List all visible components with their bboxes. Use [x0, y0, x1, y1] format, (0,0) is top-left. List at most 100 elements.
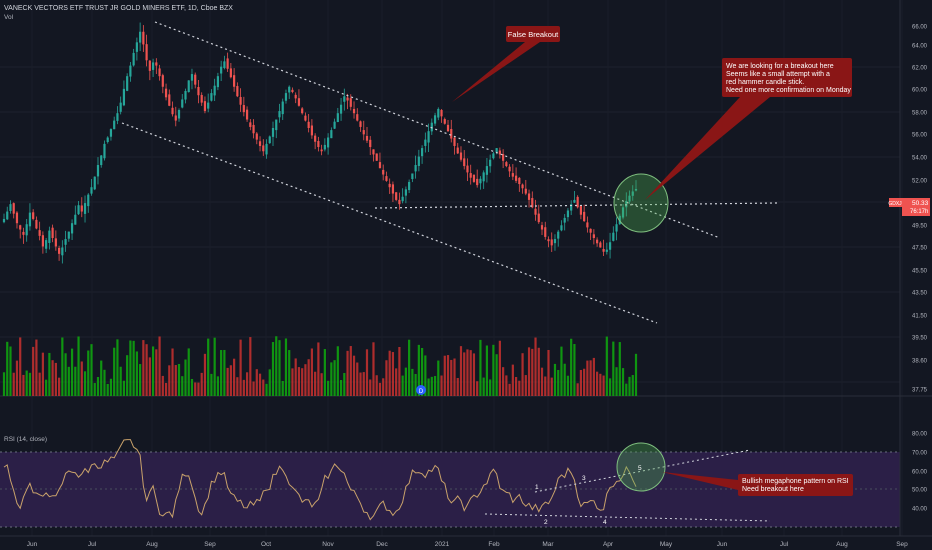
candle-body	[592, 234, 595, 238]
candle-body	[226, 58, 229, 69]
price-badge[interactable]: GDXJ 50.33 76:17h	[888, 198, 930, 216]
volume-bar	[570, 338, 573, 396]
candle-body	[229, 68, 232, 78]
candle-body	[391, 184, 395, 194]
candle-body	[28, 212, 32, 227]
candle-body	[223, 61, 226, 69]
rsi-note-callout[interactable]: Bullish megaphone pattern on RSI Need br…	[662, 472, 853, 496]
candle-body	[216, 76, 220, 88]
candle-body	[404, 189, 407, 196]
volume-bar	[226, 367, 229, 396]
volume-bar	[336, 346, 339, 396]
candle-body	[395, 192, 398, 200]
candle-body	[239, 97, 242, 105]
false-breakout-callout[interactable]: False Breakout	[452, 26, 560, 102]
volume-bar	[116, 339, 119, 396]
candle-body	[631, 191, 634, 196]
volume-bar	[466, 349, 469, 396]
candle-body	[634, 189, 638, 191]
candle-body	[142, 31, 145, 45]
rsi-axis[interactable]: 80.00 70.00 60.00 50.00 40.00	[912, 432, 928, 513]
price-axis[interactable]: 66.00 64.00 62.00 60.00 58.00 56.00 54.00 52.00…	[912, 25, 928, 394]
volume-bar	[330, 362, 333, 396]
volume-bar	[424, 355, 427, 396]
candle-body	[459, 152, 463, 160]
volume-bar	[168, 365, 171, 396]
volume-bar	[307, 359, 310, 396]
volume-bar	[190, 378, 194, 396]
rsi-point-4: 4	[603, 519, 607, 526]
candle-body	[401, 196, 404, 202]
volume-bar	[333, 360, 336, 396]
volume-bar	[385, 360, 388, 396]
volume-bar	[547, 349, 550, 396]
volume-bar	[372, 342, 375, 396]
volume-bar	[346, 350, 349, 396]
candle-body	[158, 68, 161, 77]
candle-body	[563, 217, 566, 223]
time-tick-label: 2021	[435, 541, 450, 548]
volume-bar	[15, 360, 19, 396]
volume-bar	[589, 360, 592, 396]
volume-bar	[596, 371, 599, 396]
rsi-highlight-circle[interactable]	[616, 442, 666, 492]
candle-body	[492, 153, 495, 159]
candle-body	[194, 74, 197, 85]
volume-bar	[382, 378, 385, 396]
volume-bar	[132, 340, 135, 396]
price-tick-label: 58.00	[912, 111, 928, 117]
candle-body	[145, 44, 148, 61]
volume-bar	[314, 371, 317, 396]
channel-lower-line[interactable]	[121, 122, 658, 324]
candle-body	[220, 66, 223, 74]
candle-body	[443, 119, 446, 124]
candle-body	[472, 174, 476, 182]
volume-bar	[70, 348, 74, 396]
candle-body	[352, 108, 356, 114]
candle-body	[284, 93, 288, 101]
volume-bar	[469, 350, 472, 396]
rsi-megaphone-upper[interactable]	[534, 449, 751, 493]
time-axis[interactable]: Jun Jul Aug Sep Oct Nov Dec 2021 Feb Mar Apr May Jun…	[27, 541, 908, 548]
vertical-grid	[31, 0, 903, 536]
volume-bar	[534, 337, 537, 396]
volume-bar	[22, 374, 25, 396]
volume-bar	[129, 340, 132, 396]
rsi-note-line-2: Need breakout here	[742, 486, 804, 493]
volume-bar	[236, 377, 239, 396]
candle-body	[339, 104, 343, 114]
breakout-level-line[interactable]	[374, 202, 778, 209]
candle-body	[466, 165, 469, 173]
volume-bar	[378, 382, 382, 396]
candle-body	[310, 125, 313, 136]
breakout-note-callout[interactable]: We are looking for a breakout here Seems…	[645, 58, 852, 200]
channel-upper-line[interactable]	[154, 21, 721, 239]
volume-bar	[109, 378, 113, 396]
candle-body	[502, 154, 505, 161]
volume-bar	[352, 355, 356, 396]
candle-body	[411, 173, 414, 180]
volume-bar	[472, 353, 476, 396]
volume-bar	[508, 383, 511, 396]
candle-body	[540, 225, 544, 230]
candle-body	[181, 99, 184, 108]
breakout-highlight-circle[interactable]	[613, 173, 669, 233]
candle-body	[369, 139, 372, 148]
volume-bar	[288, 350, 291, 396]
volume-bar	[553, 363, 557, 396]
volume-bar	[615, 367, 618, 396]
time-tick-label: Jul	[88, 541, 97, 548]
candle-body	[83, 203, 87, 214]
candle-body	[77, 205, 80, 215]
time-tick-label: Oct	[261, 541, 271, 548]
volume-bar	[171, 348, 174, 396]
volume-bar	[563, 363, 566, 396]
volume-marker[interactable]: D	[416, 385, 426, 395]
volume-bar	[310, 348, 313, 396]
candle-body	[440, 109, 443, 117]
volume-bar	[579, 369, 583, 396]
candle-body	[122, 88, 126, 106]
candle-body	[446, 124, 450, 132]
volume-bar	[365, 349, 369, 396]
